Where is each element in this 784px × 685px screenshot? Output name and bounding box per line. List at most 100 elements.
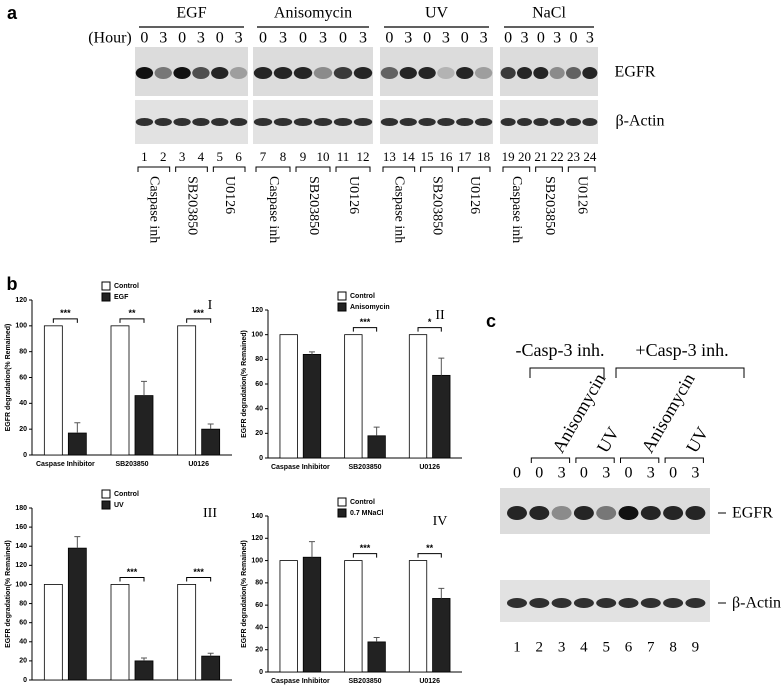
bar [279, 560, 298, 673]
time-label: 3 [647, 465, 655, 482]
lane-number: 4 [580, 639, 588, 655]
y-tick-label: 60 [19, 620, 27, 627]
y-tick-label: 100 [15, 581, 27, 588]
y-axis-label: EGFR degradation(% Remained) [241, 540, 248, 648]
error-bar [308, 541, 315, 558]
y-tick-label: 20 [19, 426, 27, 433]
band [456, 67, 474, 79]
band [154, 67, 172, 79]
band [663, 506, 684, 520]
bracket [137, 166, 171, 172]
lane-number: 4 [198, 149, 205, 164]
band [293, 118, 313, 126]
band [582, 67, 598, 79]
x-tick-label: SB203850 [348, 678, 381, 685]
lane-number: 6 [235, 149, 242, 164]
bar [43, 325, 63, 456]
time-label: 0 [140, 30, 148, 47]
treatment-label: SB203850 [306, 176, 321, 235]
bar [344, 560, 363, 673]
significance-bracket [52, 318, 78, 323]
band [437, 118, 455, 126]
time-label: 0 [537, 30, 545, 47]
band [529, 506, 550, 520]
band [549, 118, 565, 126]
time-label: 3 [586, 30, 594, 47]
legend-label: 0.7 MNaCl [350, 510, 384, 517]
treatment-label: Caspase inh [147, 176, 162, 243]
y-tick-label: 0 [23, 677, 27, 684]
treatment-label: U0126 [467, 176, 482, 214]
bracket [567, 166, 596, 172]
significance-label: *** [193, 308, 204, 318]
bar [432, 598, 451, 673]
significance-label: * [428, 317, 432, 327]
blot [253, 100, 373, 144]
lane-number: 16 [439, 149, 453, 164]
y-tick-label: 100 [251, 332, 263, 339]
bar [201, 428, 221, 456]
lane-number: 17 [458, 149, 472, 164]
bracket [335, 166, 371, 172]
lane-number: 7 [647, 639, 655, 655]
lane-number: 6 [625, 639, 633, 655]
y-tick-label: 60 [19, 374, 27, 381]
band [253, 67, 273, 79]
bracket [255, 166, 291, 172]
y-tick-label: 40 [255, 624, 263, 631]
bracket [535, 166, 563, 172]
lane-number: 2 [160, 149, 167, 164]
significance-label: *** [193, 567, 204, 577]
bar [344, 334, 363, 459]
treatment-label: Caspase inh [266, 176, 281, 243]
band [313, 118, 333, 126]
lane-number: 9 [692, 639, 700, 655]
time-label: 3 [235, 30, 243, 47]
treatment-label: UV [593, 424, 623, 457]
significance-bracket [186, 318, 212, 323]
band [516, 118, 533, 126]
band [551, 598, 572, 608]
error-bar [438, 587, 445, 599]
lane-number: 22 [551, 149, 564, 164]
chart-title: III [203, 506, 217, 521]
band [333, 118, 353, 126]
band [640, 506, 661, 520]
time-label: 3 [442, 30, 450, 47]
x-tick-label: U0126 [419, 678, 440, 685]
lane-number: 8 [280, 149, 287, 164]
error-bar [438, 357, 445, 376]
band [596, 598, 617, 608]
bracket [529, 367, 605, 378]
chart-title: II [435, 308, 445, 323]
significance-bracket [119, 576, 145, 582]
band [618, 598, 639, 608]
time-label: 0 [580, 465, 588, 482]
legend-swatch [101, 489, 111, 499]
legend-label: UV [114, 502, 124, 509]
band-label: β-Actin [615, 113, 664, 130]
error-bar [74, 422, 81, 434]
band [573, 598, 594, 608]
blot [135, 47, 248, 96]
legend-label: Control [350, 499, 375, 506]
time-label: 0 [535, 465, 543, 482]
bar [67, 432, 87, 456]
time-label: 3 [404, 30, 412, 47]
lane-number: 7 [260, 149, 267, 164]
significance-label: *** [360, 317, 371, 327]
y-tick-label: 120 [15, 562, 27, 569]
time-label: 3 [319, 30, 327, 47]
lane-number: 3 [558, 639, 566, 655]
blot [500, 100, 598, 144]
band [192, 118, 210, 126]
band [533, 118, 549, 126]
band [551, 506, 572, 520]
time-label: 3 [691, 465, 699, 482]
bracket [420, 166, 453, 172]
band [474, 67, 493, 79]
bar [134, 395, 154, 456]
panel-label: a [7, 3, 18, 23]
band [211, 67, 229, 79]
